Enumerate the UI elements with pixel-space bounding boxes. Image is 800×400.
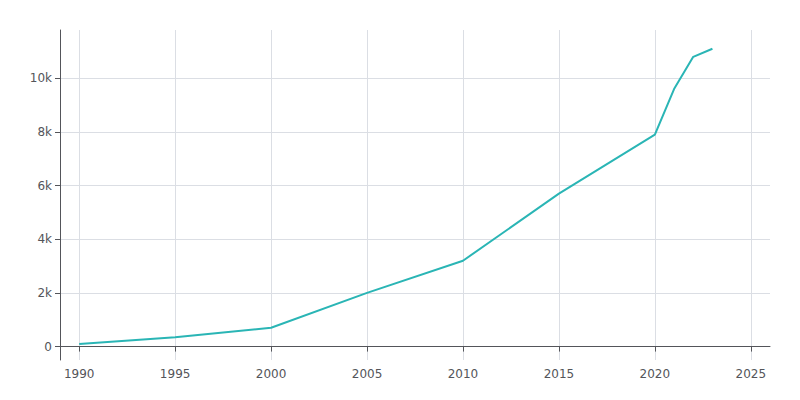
svg-text:8k: 8k: [37, 125, 52, 139]
svg-text:2015: 2015: [544, 367, 575, 381]
svg-text:4k: 4k: [37, 232, 52, 246]
svg-text:0: 0: [44, 340, 52, 354]
svg-text:2k: 2k: [37, 286, 52, 300]
svg-text:2005: 2005: [352, 367, 383, 381]
svg-text:2010: 2010: [448, 367, 479, 381]
svg-text:6k: 6k: [37, 179, 52, 193]
svg-text:2025: 2025: [736, 367, 767, 381]
svg-text:1995: 1995: [160, 367, 191, 381]
svg-text:2000: 2000: [256, 367, 287, 381]
svg-text:10k: 10k: [30, 71, 52, 85]
svg-text:2020: 2020: [640, 367, 671, 381]
svg-text:1990: 1990: [64, 367, 95, 381]
